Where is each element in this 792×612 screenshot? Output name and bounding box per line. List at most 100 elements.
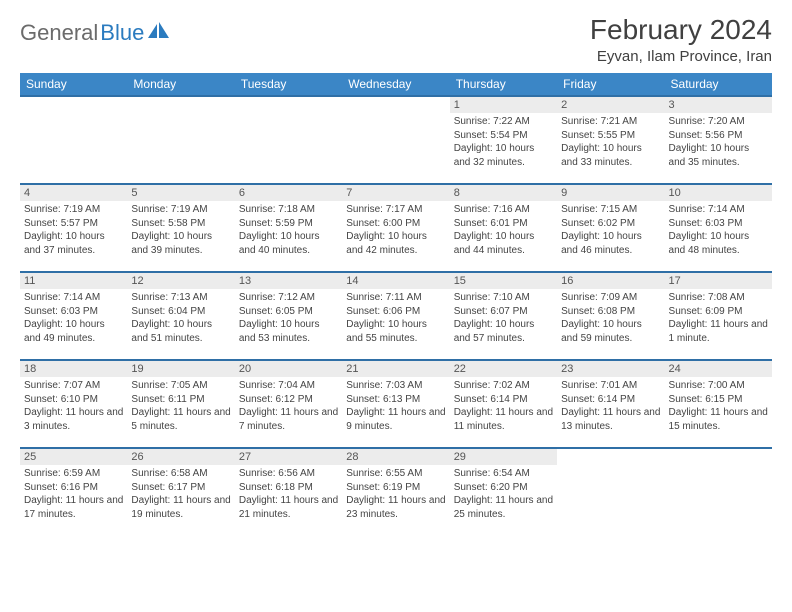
sunrise-line: Sunrise: 7:14 AM xyxy=(24,292,100,303)
day-number: 6 xyxy=(235,185,342,201)
sunrise-line: Sunrise: 6:55 AM xyxy=(346,468,422,479)
daylight-line: Daylight: 10 hours and 37 minutes. xyxy=(24,231,105,256)
day-number: 18 xyxy=(20,361,127,377)
sunrise-line: Sunrise: 6:59 AM xyxy=(24,468,100,479)
day-number: 29 xyxy=(450,449,557,465)
daylight-line: Daylight: 11 hours and 21 minutes. xyxy=(239,495,338,520)
day-details: Sunrise: 6:58 AMSunset: 6:17 PMDaylight:… xyxy=(127,465,234,523)
day-details: Sunrise: 7:03 AMSunset: 6:13 PMDaylight:… xyxy=(342,377,449,435)
day-number: 21 xyxy=(342,361,449,377)
daylight-line: Daylight: 10 hours and 59 minutes. xyxy=(561,319,642,344)
day-details: Sunrise: 7:12 AMSunset: 6:05 PMDaylight:… xyxy=(235,289,342,347)
day-cell: 7Sunrise: 7:17 AMSunset: 6:00 PMDaylight… xyxy=(342,184,449,272)
sunrise-line: Sunrise: 7:11 AM xyxy=(346,292,421,303)
day-number: 19 xyxy=(127,361,234,377)
weekday-header: Thursday xyxy=(450,73,557,96)
day-details: Sunrise: 6:55 AMSunset: 6:19 PMDaylight:… xyxy=(342,465,449,523)
daylight-line: Daylight: 11 hours and 3 minutes. xyxy=(24,407,123,432)
day-details: Sunrise: 7:15 AMSunset: 6:02 PMDaylight:… xyxy=(557,201,664,259)
day-number: 20 xyxy=(235,361,342,377)
day-details: Sunrise: 7:05 AMSunset: 6:11 PMDaylight:… xyxy=(127,377,234,435)
day-cell: 2Sunrise: 7:21 AMSunset: 5:55 PMDaylight… xyxy=(557,96,664,184)
day-number: 14 xyxy=(342,273,449,289)
day-number: 25 xyxy=(20,449,127,465)
day-details: Sunrise: 7:11 AM Sunset: 6:06 PM Daylight:… xyxy=(342,289,449,347)
day-details: Sunrise: 7:00 AMSunset: 6:15 PMDaylight:… xyxy=(665,377,772,435)
day-details: Sunrise: 7:08 AM Sunset: 6:09 PM Daylight:… xyxy=(665,289,772,347)
day-number: 13 xyxy=(235,273,342,289)
daylight-line: Daylight: 10 hours and 51 minutes. xyxy=(131,319,212,344)
sunset-line: Sunset: 6:20 PM xyxy=(454,482,528,493)
sunrise-line: Sunrise: 7:16 AM xyxy=(454,204,530,215)
day-details: Sunrise: 7:16 AMSunset: 6:01 PMDaylight:… xyxy=(450,201,557,259)
logo: General Blue xyxy=(20,14,170,46)
sunrise-line: Sunrise: 7:04 AM xyxy=(239,380,315,391)
daylight-line: Daylight: 11 hours and 13 minutes. xyxy=(561,407,660,432)
sunset-line: Sunset: 5:54 PM xyxy=(454,130,528,141)
daylight-line: Daylight: 11 hours and 5 minutes. xyxy=(131,407,230,432)
day-cell: 1Sunrise: 7:22 AMSunset: 5:54 PMDaylight… xyxy=(450,96,557,184)
day-cell: 4Sunrise: 7:19 AMSunset: 5:57 PMDaylight… xyxy=(20,184,127,272)
day-cell: 19Sunrise: 7:05 AMSunset: 6:11 PMDayligh… xyxy=(127,360,234,448)
sunset-line: Sunset: 6:13 PM xyxy=(346,394,420,405)
sunset-line: Sunset: 6:11 PM xyxy=(131,394,204,405)
empty-cell xyxy=(665,448,772,536)
day-cell: 25Sunrise: 6:59 AMSunset: 6:16 PMDayligh… xyxy=(20,448,127,536)
sunset-line: Sunset: 6:02 PM xyxy=(561,218,635,229)
day-number: 3 xyxy=(665,97,772,113)
sunset-line: Sunset: 6:08 PM xyxy=(561,306,635,317)
day-cell: 16Sunrise: 7:09 AMSunset: 6:08 PMDayligh… xyxy=(557,272,664,360)
sunset-line: Sunset: 6:09 PM xyxy=(669,306,743,317)
day-cell: 10Sunrise: 7:14 AMSunset: 6:03 PMDayligh… xyxy=(665,184,772,272)
sunset-line: Sunset: 6:14 PM xyxy=(454,394,528,405)
sunset-line: Sunset: 6:12 PM xyxy=(239,394,313,405)
daylight-line: Daylight: 10 hours and 35 minutes. xyxy=(669,143,750,168)
day-details: Sunrise: 7:07 AMSunset: 6:10 PMDaylight:… xyxy=(20,377,127,435)
sunrise-line: Sunrise: 7:01 AM xyxy=(561,380,637,391)
daylight-line: Daylight: 10 hours and 55 minutes. xyxy=(346,319,427,344)
day-number: 16 xyxy=(557,273,664,289)
day-number: 7 xyxy=(342,185,449,201)
day-cell: 20Sunrise: 7:04 AMSunset: 6:12 PMDayligh… xyxy=(235,360,342,448)
day-details: Sunrise: 7:14 AMSunset: 6:03 PMDaylight:… xyxy=(20,289,127,347)
month-title: February 2024 xyxy=(590,14,772,46)
day-number: 22 xyxy=(450,361,557,377)
sunrise-line: Sunrise: 7:19 AM xyxy=(131,204,207,215)
day-number: 8 xyxy=(450,185,557,201)
daylight-line: Daylight: 11 hours and 19 minutes. xyxy=(131,495,230,520)
daylight-line: Daylight: 11 hours and 11 minutes. xyxy=(454,407,553,432)
week-row: 11Sunrise: 7:14 AMSunset: 6:03 PMDayligh… xyxy=(20,272,772,360)
sunrise-line: Sunrise: 7:15 AM xyxy=(561,204,637,215)
day-details: Sunrise: 7:18 AMSunset: 5:59 PMDaylight:… xyxy=(235,201,342,259)
logo-sail-icon xyxy=(148,22,170,45)
day-number: 23 xyxy=(557,361,664,377)
week-row: 18Sunrise: 7:07 AMSunset: 6:10 PMDayligh… xyxy=(20,360,772,448)
sunset-line: Sunset: 6:05 PM xyxy=(239,306,313,317)
sunrise-line: Sunrise: 7:19 AM xyxy=(24,204,100,215)
day-cell: 14 Sunrise: 7:11 AM Sunset: 6:06 PM Dayligh… xyxy=(342,272,449,360)
sunrise-line: Sunrise: 7:22 AM xyxy=(454,116,530,127)
day-details: Sunrise: 6:56 AMSunset: 6:18 PMDaylight:… xyxy=(235,465,342,523)
title-block: February 2024 Eyvan, Ilam Province, Iran xyxy=(590,14,772,65)
day-cell: 9Sunrise: 7:15 AMSunset: 6:02 PMDaylight… xyxy=(557,184,664,272)
logo-text-gray: General xyxy=(20,20,98,46)
daylight-line: Daylight: 10 hours and 57 minutes. xyxy=(454,319,535,344)
empty-cell xyxy=(20,96,127,184)
sunrise-line: Sunrise: 7:08 AM xyxy=(669,292,745,303)
sunset-line: Sunset: 6:06 PM xyxy=(346,306,420,317)
daylight-line: Daylight: 11 hours and 1 minute. xyxy=(669,319,768,344)
weekday-header: Wednesday xyxy=(342,73,449,96)
calendar-body: 1Sunrise: 7:22 AMSunset: 5:54 PMDaylight… xyxy=(20,96,772,536)
day-number: 28 xyxy=(342,449,449,465)
day-details: Sunrise: 7:17 AMSunset: 6:00 PMDaylight:… xyxy=(342,201,449,259)
day-cell: 24Sunrise: 7:00 AMSunset: 6:15 PMDayligh… xyxy=(665,360,772,448)
sunrise-line: Sunrise: 6:58 AM xyxy=(131,468,207,479)
sunset-line: Sunset: 6:03 PM xyxy=(669,218,743,229)
day-cell: 17Sunrise: 7:08 AMSunset: 6:09 PMDayligh… xyxy=(665,272,772,360)
empty-cell xyxy=(235,96,342,184)
sunrise-line: Sunrise: 7:02 AM xyxy=(454,380,530,391)
calendar-head: SundayMondayTuesdayWednesdayThursdayFrid… xyxy=(20,73,772,96)
day-cell: 8Sunrise: 7:16 AMSunset: 6:01 PMDaylight… xyxy=(450,184,557,272)
sunrise-line: Sunrise: 7:20 AM xyxy=(669,116,745,127)
day-details: Sunrise: 6:54 AMSunset: 6:20 PMDaylight:… xyxy=(450,465,557,523)
